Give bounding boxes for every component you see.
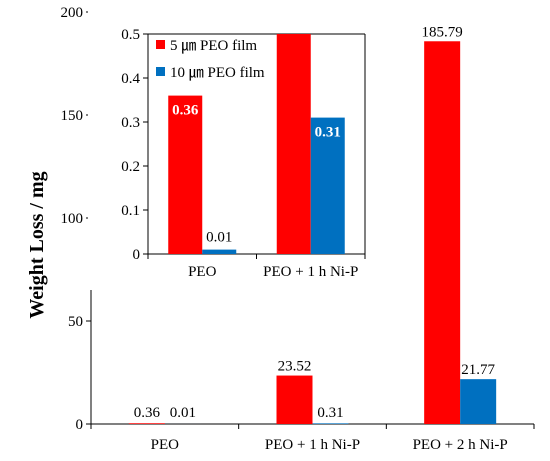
inset-y-tick-label: 0.1 [121, 203, 140, 219]
main-y-tick-label: 0 [76, 417, 84, 433]
inset-y-tick-label: 0.4 [121, 71, 140, 87]
legend-swatch-5um [156, 40, 165, 49]
main-bar-2 [460, 379, 496, 424]
legend-label-10um: 10 ㎛ PEO film [170, 65, 265, 81]
inset-category-label: PEO + 1 h Ni-P [263, 264, 358, 280]
main-bar-1 [277, 376, 313, 424]
main-data-label: 0.31 [317, 405, 343, 421]
main-data-label: 185.79 [422, 24, 463, 40]
main-bar-2 [313, 423, 349, 424]
inset-bar-2 [202, 250, 236, 254]
main-y-tick-label: 100 [61, 211, 84, 227]
inset-chart: 0 0.1 0.2 0.3 0.4 0.5 0.36 0.01 0.31 PEO PEO + 1… [88, 8, 372, 290]
inset-category-labels: PEO PEO + 1 h Ni-P [188, 264, 358, 280]
legend-label-5um: 5 ㎛ PEO film [170, 38, 257, 54]
main-y-tick-label: 150 [61, 108, 84, 124]
main-category-labels: PEO PEO + 1 h Ni-P PEO + 2 h Ni-P [151, 437, 508, 453]
main-y-tick-label: 50 [68, 314, 83, 330]
inset-y-tick-label: 0 [133, 247, 141, 263]
main-data-label: 23.52 [278, 359, 312, 375]
main-data-label: 0.01 [170, 405, 196, 421]
main-bar-1 [129, 423, 165, 424]
inset-y-tick-label: 0.2 [121, 159, 140, 175]
inset-y-tick-label: 0.5 [121, 27, 140, 43]
inset-category-label: PEO [188, 264, 217, 280]
legend-swatch-10um [156, 67, 165, 76]
inset-y-tick-label: 0.3 [121, 115, 140, 131]
inset-data-label: 0.01 [206, 230, 232, 246]
y-axis-label: Weight Loss / mg [26, 171, 48, 318]
main-category-label: PEO + 1 h Ni-P [265, 437, 360, 453]
main-category-label: PEO [151, 437, 180, 453]
inset-data-label: 0.36 [172, 103, 199, 119]
inset-bar-1 [277, 34, 311, 254]
inset-data-label: 0.31 [315, 125, 341, 141]
main-data-label: 0.36 [134, 405, 161, 421]
main-bar-1 [424, 41, 460, 424]
main-y-tick-label: 200 [61, 5, 84, 21]
inset-bar-1 [168, 96, 202, 254]
main-category-label: PEO + 2 h Ni-P [413, 437, 508, 453]
main-data-label: 21.77 [461, 362, 495, 378]
main-y-ticks: 0 50 100 150 200 [61, 5, 92, 433]
